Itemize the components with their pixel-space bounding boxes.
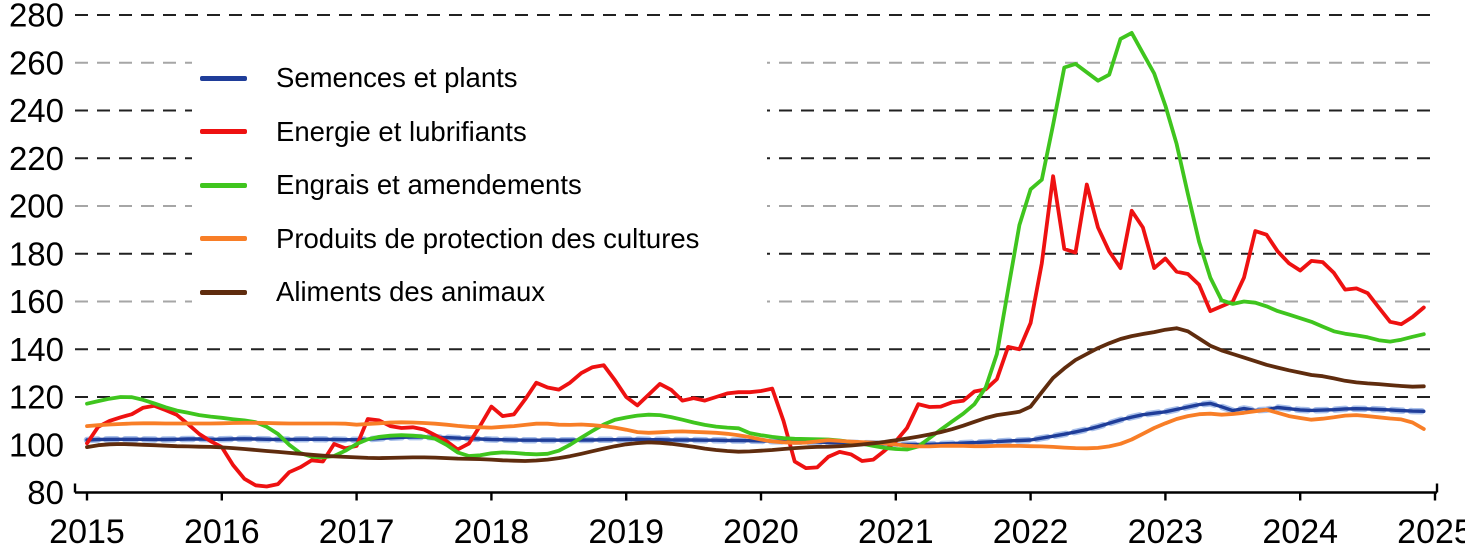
- x-axis-label-2024: 2024: [1262, 513, 1338, 551]
- series-line-0: [85, 401, 1426, 447]
- y-axis-label-120: 120: [9, 379, 64, 416]
- x-axis-label-2019: 2019: [588, 513, 664, 551]
- produits-line-swatch-icon: [200, 236, 247, 241]
- x-axis-label-2016: 2016: [184, 513, 260, 551]
- legend-label: Produits de protection des cultures: [276, 222, 700, 254]
- legend-label: Engrais et amendements: [276, 169, 582, 201]
- series-line-1: [85, 174, 1426, 489]
- x-axis-label-2018: 2018: [454, 513, 530, 551]
- series-line-4: [85, 326, 1426, 463]
- legend-label: Aliments des animaux: [276, 276, 546, 308]
- legend-label: Semences et plants: [276, 62, 518, 94]
- semences-line-swatch-icon: [200, 75, 247, 81]
- y-axis-label-160: 160: [9, 283, 64, 320]
- x-axis: [73, 483, 1439, 501]
- y-axis-label-80: 80: [27, 474, 64, 511]
- y-axis-labels: 80 100 120 140 160 180 200 220 240 260 280: [9, 0, 64, 511]
- legend-item-energie: Energie et lubrifiants: [200, 110, 767, 154]
- legend-item-semences: Semences et plants: [200, 56, 767, 100]
- x-axis-label-2021: 2021: [858, 513, 934, 551]
- x-axis-label-2017: 2017: [319, 513, 395, 551]
- y-axis-label-100: 100: [9, 426, 64, 463]
- y-axis-label-180: 180: [9, 235, 64, 272]
- x-axis-label-2022: 2022: [993, 513, 1069, 551]
- legend-item-produits: Produits de protection des cultures: [200, 217, 767, 261]
- engrais-line-swatch-icon: [200, 182, 247, 188]
- y-axis-label-200: 200: [9, 188, 64, 225]
- legend-label: Energie et lubrifiants: [276, 115, 527, 147]
- y-axis-label-260: 260: [9, 44, 64, 81]
- series-lines: [83, 31, 1428, 489]
- aliments-line-swatch-icon: [200, 289, 247, 295]
- x-axis-label-2020: 2020: [723, 513, 799, 551]
- legend-item-aliments: Aliments des animaux: [200, 270, 767, 314]
- y-axis-label-280: 280: [9, 0, 64, 34]
- x-axis-label-2023: 2023: [1128, 513, 1204, 551]
- energie-line-swatch-icon: [200, 129, 247, 134]
- x-axis-labels: 2015 2016 2017 2018 2019 2020 2021 2022 2023 2024…: [49, 513, 1465, 551]
- y-axis-label-240: 240: [9, 92, 64, 129]
- legend: Semences et plants Energie et lubrifiant…: [192, 48, 767, 320]
- x-axis-label-2015: 2015: [49, 513, 125, 551]
- y-axis-label-140: 140: [9, 331, 64, 368]
- legend-item-engrais: Engrais et amendements: [200, 163, 767, 207]
- series-line-3: [85, 407, 1426, 451]
- x-axis-label-2025: 2025: [1397, 513, 1465, 551]
- y-axis-label-220: 220: [9, 140, 64, 177]
